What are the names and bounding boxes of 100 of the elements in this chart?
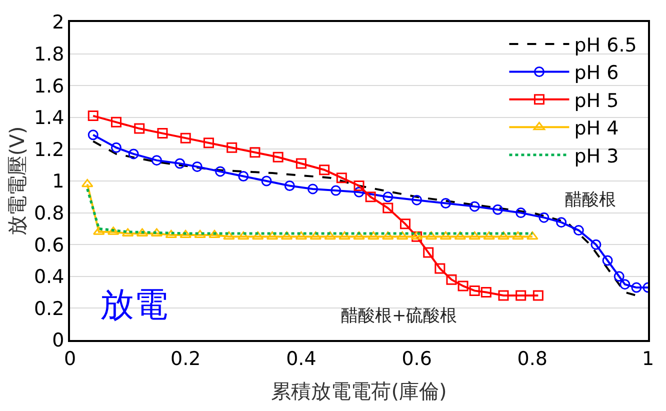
point <box>88 130 98 140</box>
y-tick-label: 1.8 <box>34 43 64 66</box>
point <box>434 263 446 274</box>
point <box>538 212 550 223</box>
y-tick-label: 1.6 <box>34 75 64 98</box>
point <box>512 231 524 240</box>
point <box>266 231 278 240</box>
point <box>590 239 602 250</box>
x-axis-title: 累積放電電荷(庫倫) <box>271 378 447 403</box>
point <box>423 247 434 258</box>
point <box>620 279 630 290</box>
point <box>110 116 122 128</box>
point <box>516 290 526 301</box>
point <box>368 231 380 240</box>
point <box>440 198 451 209</box>
annotation: 醋酸根+硫酸根 <box>341 306 458 326</box>
point <box>498 290 509 301</box>
legend-label: pH 4 <box>574 118 619 140</box>
x-tick-label: 1 <box>642 348 654 370</box>
point <box>208 230 220 238</box>
point <box>296 158 306 169</box>
point <box>483 231 495 240</box>
point <box>425 231 438 240</box>
y-tick-label: 0.2 <box>34 298 64 320</box>
y-axis-title: 放電電壓(V) <box>4 126 29 236</box>
point <box>338 231 350 240</box>
point <box>174 158 186 169</box>
point <box>602 255 613 266</box>
point <box>458 280 468 292</box>
point <box>151 155 162 166</box>
point <box>440 231 452 240</box>
legend-label: pH 6.5 <box>574 34 637 56</box>
point <box>400 218 410 230</box>
point <box>324 231 336 240</box>
point <box>128 148 139 160</box>
point <box>110 142 122 153</box>
point <box>180 132 191 144</box>
point <box>134 123 145 134</box>
point <box>284 180 295 192</box>
point <box>203 138 214 148</box>
annotation: 放電 <box>100 285 168 325</box>
x-tick-label: 0.4 <box>286 348 316 370</box>
point <box>353 231 365 240</box>
point <box>88 110 98 122</box>
x-tick-label: 0.2 <box>170 348 201 370</box>
point <box>250 147 260 158</box>
y-tick-label: 1.4 <box>34 107 64 130</box>
point <box>330 185 342 196</box>
point <box>237 231 250 240</box>
point <box>556 217 567 228</box>
point <box>194 230 206 238</box>
y-tick-label: 0.6 <box>34 234 64 256</box>
point <box>454 231 466 240</box>
point <box>614 271 624 282</box>
y-tick-label: 1.2 <box>34 138 64 161</box>
point <box>295 231 308 240</box>
point <box>81 178 94 188</box>
point <box>498 231 510 240</box>
y-tick-label: 2 <box>52 12 64 34</box>
point <box>252 231 264 240</box>
point <box>261 176 272 186</box>
point <box>280 231 293 240</box>
point <box>319 164 330 176</box>
legend-label: pH 3 <box>574 145 619 168</box>
legend-label: pH 5 <box>574 90 619 112</box>
point <box>238 170 249 182</box>
y-tick-label: 1 <box>52 170 64 193</box>
point <box>336 172 347 184</box>
point <box>226 142 238 153</box>
point <box>310 231 322 240</box>
point <box>480 287 492 298</box>
x-tick-label: 0.8 <box>517 348 548 370</box>
point <box>215 166 226 177</box>
point <box>396 231 408 240</box>
point <box>412 194 422 206</box>
y-tick-label: 0.8 <box>34 202 64 224</box>
point <box>516 208 526 218</box>
point <box>446 274 457 285</box>
point <box>223 231 235 240</box>
x-tick-label: 0.6 <box>402 348 432 370</box>
point <box>469 285 480 296</box>
point <box>180 230 192 238</box>
point <box>492 204 503 215</box>
point <box>354 180 364 192</box>
point <box>165 230 178 238</box>
annotation: 醋酸根 <box>565 190 616 210</box>
point <box>469 201 480 212</box>
point <box>382 192 394 202</box>
point <box>532 290 544 301</box>
point <box>631 282 642 293</box>
y-tick-label: 0.4 <box>34 266 64 288</box>
point <box>573 225 584 236</box>
point <box>157 128 168 139</box>
point <box>468 231 481 240</box>
point <box>365 192 376 202</box>
point <box>354 186 364 198</box>
legend-label: pH 6 <box>574 62 619 84</box>
point <box>526 231 538 240</box>
point <box>192 161 202 172</box>
y-tick-label: 0 <box>52 330 64 352</box>
